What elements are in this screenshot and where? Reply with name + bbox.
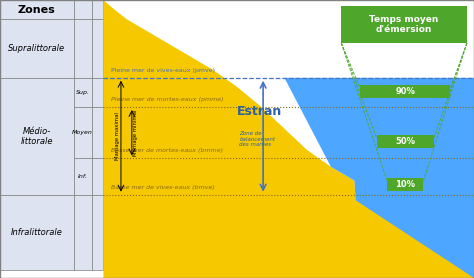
FancyBboxPatch shape: [0, 0, 73, 19]
FancyBboxPatch shape: [91, 107, 103, 158]
Text: Infralittorale: Infralittorale: [11, 228, 63, 237]
FancyBboxPatch shape: [91, 0, 103, 19]
FancyBboxPatch shape: [103, 0, 474, 278]
FancyBboxPatch shape: [73, 78, 91, 107]
Text: Moyen: Moyen: [72, 130, 93, 135]
FancyBboxPatch shape: [73, 19, 91, 78]
Text: Temps moyen
d'émersion: Temps moyen d'émersion: [369, 15, 439, 34]
Text: Marnage minimal: Marnage minimal: [133, 110, 138, 156]
FancyBboxPatch shape: [73, 0, 91, 19]
Text: Basse mer de mortes-eaux (bmme): Basse mer de mortes-eaux (bmme): [110, 148, 223, 153]
FancyBboxPatch shape: [73, 195, 91, 270]
Text: Pleine mer de vives-eaux (pmve): Pleine mer de vives-eaux (pmve): [110, 68, 215, 73]
Text: Zone de
balancement
des marées: Zone de balancement des marées: [239, 131, 275, 147]
Text: 10%: 10%: [395, 180, 415, 189]
Polygon shape: [284, 78, 474, 278]
Text: Basse mer de vives-eaux (bmve): Basse mer de vives-eaux (bmve): [110, 185, 214, 190]
FancyBboxPatch shape: [73, 158, 91, 195]
Text: Médio-
littorale: Médio- littorale: [20, 126, 53, 146]
Text: Supralittorale: Supralittorale: [8, 44, 65, 53]
Text: 50%: 50%: [395, 137, 415, 146]
Text: 90%: 90%: [395, 87, 415, 96]
FancyBboxPatch shape: [0, 19, 73, 78]
Text: Marnage maximal: Marnage maximal: [115, 112, 119, 160]
Polygon shape: [103, 0, 474, 278]
FancyBboxPatch shape: [377, 135, 434, 148]
FancyBboxPatch shape: [387, 178, 423, 191]
Text: Zones: Zones: [18, 5, 56, 15]
FancyBboxPatch shape: [360, 85, 450, 98]
FancyBboxPatch shape: [91, 19, 103, 78]
Text: Sup.: Sup.: [75, 90, 90, 95]
FancyBboxPatch shape: [0, 78, 73, 195]
FancyBboxPatch shape: [91, 195, 103, 270]
Text: Inf.: Inf.: [78, 174, 88, 179]
FancyBboxPatch shape: [91, 78, 103, 107]
Text: Pleine mer de mortes-eaux (pmme): Pleine mer de mortes-eaux (pmme): [110, 97, 223, 102]
FancyBboxPatch shape: [0, 195, 73, 270]
FancyBboxPatch shape: [91, 158, 103, 195]
Text: Estran: Estran: [237, 105, 283, 118]
FancyBboxPatch shape: [73, 107, 91, 158]
FancyBboxPatch shape: [341, 6, 467, 43]
